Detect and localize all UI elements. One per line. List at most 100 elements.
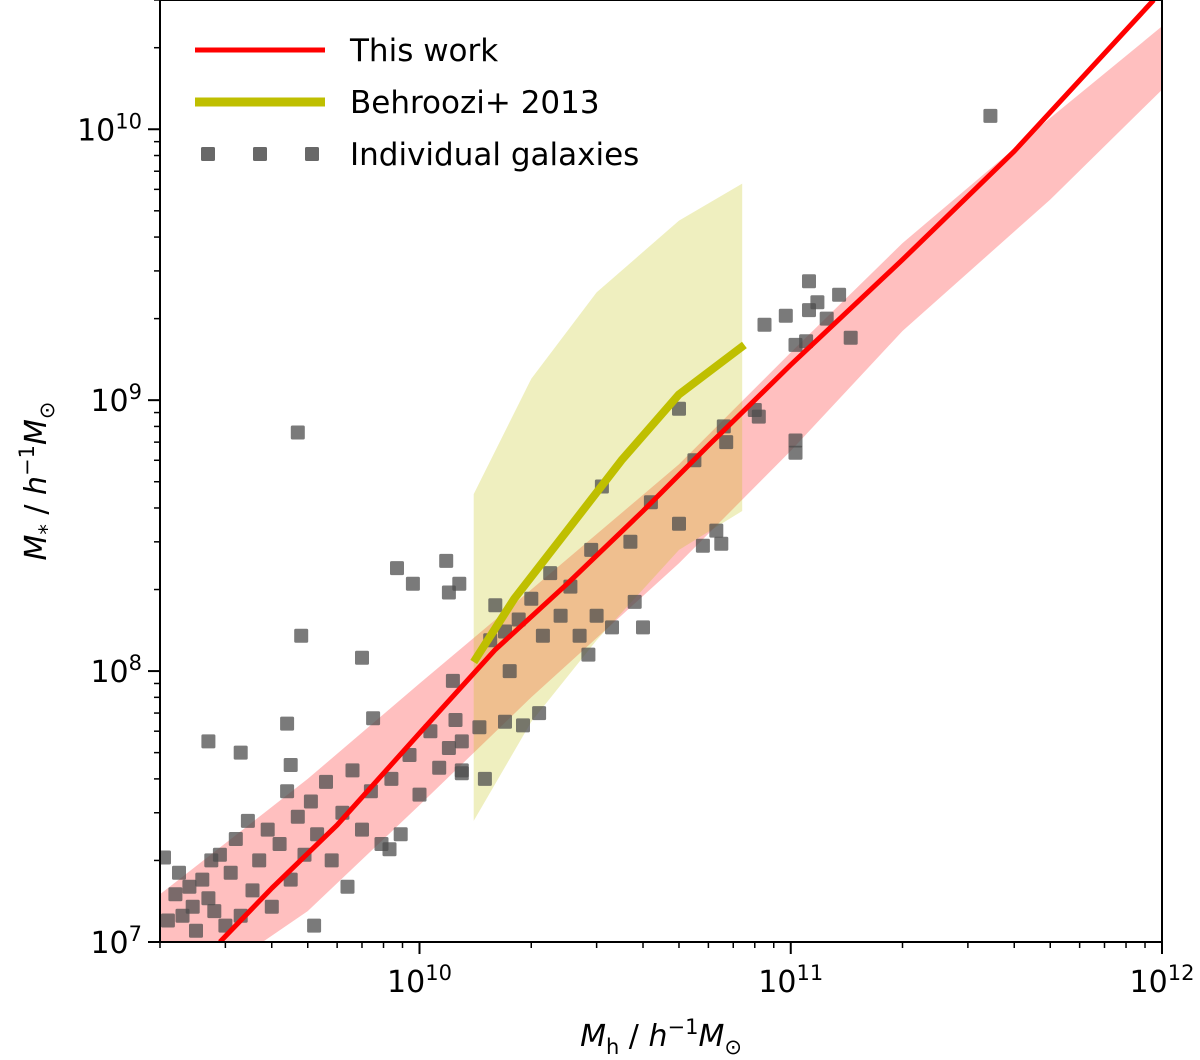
y-axis-label: M* / h−1M⊙ (15, 401, 59, 560)
galaxy-point (695, 538, 710, 553)
galaxy-point (432, 760, 447, 775)
galaxy-point (454, 763, 469, 778)
galaxy-point (382, 842, 397, 857)
galaxy-point (405, 576, 420, 591)
galaxy-point (324, 853, 339, 868)
legend-label: Behroozi+ 2013 (350, 85, 600, 121)
galaxy-point (532, 706, 547, 721)
galaxy-point (252, 853, 267, 868)
galaxy-point (303, 794, 318, 809)
y-tick-label: 107 (90, 922, 142, 961)
galaxy-point (802, 274, 816, 289)
galaxy-point (439, 553, 454, 568)
galaxy-point (355, 822, 369, 837)
legend-item-1: Behroozi+ 2013 (195, 85, 600, 121)
galaxy-point (843, 330, 858, 345)
galaxy-point (445, 673, 460, 688)
galaxy-point (280, 716, 295, 731)
galaxy-point (636, 620, 650, 635)
galaxy-point (543, 566, 558, 581)
x-tick-label: 1012 (1130, 961, 1195, 1000)
x-axis-ticks: 1010 1011 1012 (159, 942, 1195, 1000)
x-tick-label: 1011 (758, 961, 823, 1000)
legend-label: Individual galaxies (350, 137, 639, 173)
galaxy-point (168, 887, 183, 902)
galaxy-point (272, 837, 287, 851)
galaxy-point (477, 771, 492, 786)
individual-galaxies-points (160, 108, 998, 938)
plot-frame (159, 0, 1163, 943)
galaxy-point (623, 534, 638, 549)
galaxy-point (788, 433, 803, 448)
galaxy-point (319, 774, 333, 789)
galaxy-point (290, 425, 305, 440)
galaxy-point (260, 822, 275, 837)
galaxy-point (778, 308, 793, 323)
galaxy-point (228, 832, 243, 846)
galaxy-point (172, 865, 186, 880)
galaxy-point (182, 879, 197, 894)
legend-marker (253, 147, 267, 161)
galaxy-point (584, 542, 599, 557)
galaxy-point (672, 401, 686, 416)
galaxy-point (207, 904, 222, 919)
y-tick-label: 109 (90, 380, 142, 419)
confidence-bands (160, 26, 1162, 942)
galaxy-point (488, 598, 503, 613)
galaxy-point (589, 608, 604, 623)
galaxy-point (189, 923, 203, 938)
galaxy-point (757, 317, 772, 332)
galaxy-point (340, 879, 355, 894)
y-axis-ticks: 107 108 109 1010 (77, 0, 160, 961)
y-tick-label: 1010 (77, 109, 142, 148)
axis-label-text: Mh / h−1M⊙ (580, 1015, 742, 1059)
galaxy-point (524, 591, 539, 606)
y-tick-label: 108 (90, 651, 142, 690)
galaxy-point (355, 650, 369, 665)
galaxy-point (719, 435, 734, 450)
galaxy-point (553, 608, 568, 623)
galaxy-point (366, 711, 381, 726)
plot-area (160, 0, 1162, 942)
galaxy-point (983, 108, 998, 123)
galaxy-point (307, 918, 322, 933)
galaxy-point (452, 576, 467, 591)
galaxy-point (516, 718, 530, 733)
galaxy-point (751, 409, 766, 424)
galaxy-point (160, 913, 175, 928)
galaxy-point (233, 745, 248, 760)
legend-marker (305, 147, 319, 161)
galaxy-point (240, 813, 255, 828)
galaxy-point (819, 311, 834, 326)
galaxy-point (502, 664, 517, 679)
x-tick-label: 1010 (387, 961, 452, 1000)
galaxy-point (195, 872, 210, 887)
galaxy-point (294, 628, 309, 643)
galaxy-point (672, 516, 686, 531)
galaxy-point (280, 784, 295, 799)
legend-marker (201, 147, 215, 161)
galaxy-point (393, 827, 408, 842)
galaxy-point (627, 594, 642, 609)
galaxy-point (212, 847, 227, 862)
galaxy-point (290, 809, 305, 824)
galaxy-point (454, 734, 469, 749)
galaxy-point (412, 787, 427, 802)
galaxy-point (605, 620, 619, 635)
x-axis-label: Mh / h−1M⊙ (580, 1015, 742, 1059)
galaxy-point (264, 899, 279, 914)
galaxy-point (384, 771, 399, 786)
galaxy-point (498, 714, 512, 729)
galaxy-point (390, 561, 404, 576)
galaxy-point (201, 891, 216, 906)
galaxy-point (788, 445, 803, 460)
galaxy-point (185, 899, 200, 914)
galaxy-point (448, 713, 463, 727)
legend: This work Behroozi+ 2013 Individual galaxi… (195, 33, 639, 173)
series-line-1 (470, 341, 747, 665)
galaxy-point (245, 883, 260, 898)
galaxy-point (283, 758, 298, 772)
galaxy-point (201, 734, 216, 749)
galaxy-point (223, 865, 238, 880)
